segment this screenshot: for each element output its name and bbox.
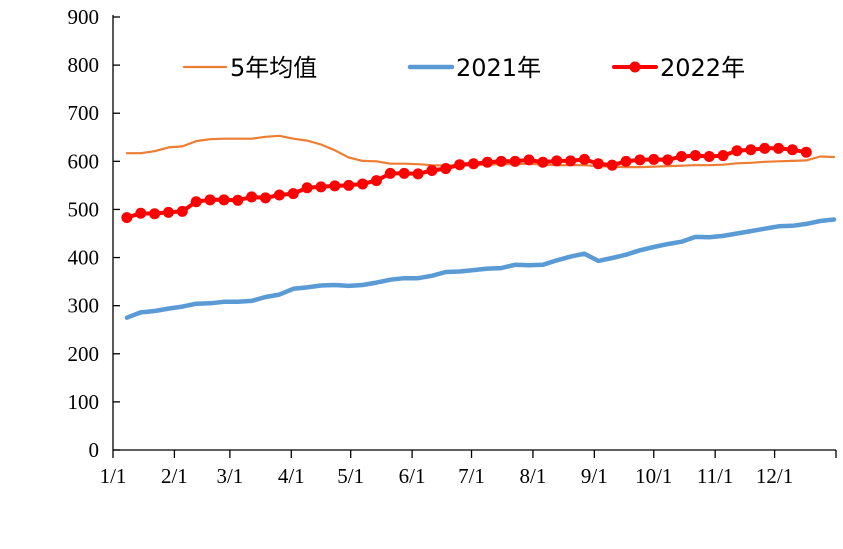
legend: 5年均值 2021年 2022年 bbox=[182, 54, 745, 82]
data-point bbox=[246, 191, 258, 203]
data-point bbox=[523, 154, 535, 166]
data-point bbox=[440, 163, 452, 175]
data-point bbox=[218, 194, 230, 206]
x-tick-label: 8/1 bbox=[520, 464, 547, 488]
data-point bbox=[773, 142, 785, 154]
y-tick-label: 900 bbox=[68, 5, 100, 29]
data-point bbox=[343, 179, 355, 191]
data-point bbox=[426, 164, 438, 176]
y-tick-label: 200 bbox=[68, 342, 100, 366]
data-point bbox=[412, 168, 424, 180]
y-tick-label: 700 bbox=[68, 101, 100, 125]
data-point bbox=[468, 158, 480, 170]
y-tick-label: 600 bbox=[68, 149, 100, 173]
data-point bbox=[606, 159, 618, 171]
x-tick-label: 11/1 bbox=[697, 464, 734, 488]
data-point bbox=[495, 155, 507, 167]
data-point bbox=[370, 175, 382, 187]
data-point bbox=[800, 146, 812, 158]
data-point bbox=[565, 155, 577, 167]
data-point bbox=[745, 144, 757, 156]
data-point bbox=[592, 158, 604, 170]
y-tick-label: 100 bbox=[68, 390, 100, 414]
series-line bbox=[124, 217, 837, 320]
axes: 0 100 200 300 400 500 600 700 800 900 1/1 2/1 3/1 4/1… bbox=[68, 5, 837, 488]
data-point bbox=[398, 167, 410, 179]
series-1 bbox=[124, 217, 837, 320]
x-tick-label: 6/1 bbox=[399, 464, 426, 488]
data-point bbox=[717, 150, 729, 162]
data-point bbox=[204, 194, 216, 206]
legend-item: 5年均值 bbox=[182, 54, 317, 82]
data-point bbox=[662, 154, 674, 166]
legend-label: 5年均值 bbox=[230, 54, 317, 82]
y-tick-label: 0 bbox=[89, 438, 100, 462]
x-tick-label: 1/1 bbox=[100, 464, 127, 488]
data-point bbox=[703, 151, 715, 163]
legend-item: 2022年 bbox=[612, 54, 745, 82]
data-point bbox=[287, 188, 299, 200]
data-point bbox=[301, 182, 313, 194]
y-tick-label: 300 bbox=[68, 294, 100, 318]
data-point bbox=[384, 167, 396, 179]
data-point bbox=[135, 207, 147, 219]
data-point bbox=[578, 153, 590, 165]
data-point bbox=[481, 156, 493, 168]
series-layer bbox=[121, 134, 837, 320]
x-tick-label: 12/1 bbox=[756, 464, 793, 488]
x-tick-label: 7/1 bbox=[458, 464, 485, 488]
data-point bbox=[329, 180, 341, 192]
data-point bbox=[121, 212, 133, 224]
x-tick-label: 3/1 bbox=[216, 464, 243, 488]
data-point bbox=[357, 178, 369, 190]
data-point bbox=[537, 156, 549, 168]
data-point bbox=[675, 151, 687, 163]
data-point bbox=[315, 181, 327, 193]
data-point bbox=[648, 153, 660, 165]
data-point bbox=[620, 155, 632, 167]
x-tick-label: 2/1 bbox=[161, 464, 188, 488]
legend-marker bbox=[629, 61, 641, 73]
y-tick-label: 400 bbox=[68, 246, 100, 270]
data-point bbox=[759, 142, 771, 154]
legend-label: 2022年 bbox=[660, 54, 745, 82]
data-point bbox=[551, 155, 563, 167]
data-point bbox=[260, 192, 272, 204]
x-tick-label: 4/1 bbox=[278, 464, 305, 488]
x-tick-label: 5/1 bbox=[337, 464, 364, 488]
data-point bbox=[786, 144, 798, 156]
data-point bbox=[190, 196, 202, 208]
data-point bbox=[454, 159, 466, 171]
legend-item: 2021年 bbox=[407, 54, 541, 82]
legend-label: 2021年 bbox=[456, 54, 541, 82]
data-point bbox=[634, 154, 646, 166]
x-tick-label: 9/1 bbox=[581, 464, 608, 488]
data-point bbox=[509, 155, 521, 167]
data-point bbox=[273, 189, 285, 201]
y-tick-label: 800 bbox=[68, 53, 100, 77]
data-point bbox=[232, 194, 244, 206]
data-point bbox=[731, 145, 743, 157]
data-point bbox=[689, 150, 701, 162]
data-point bbox=[149, 208, 161, 220]
y-tick-label: 500 bbox=[68, 197, 100, 221]
data-point bbox=[176, 205, 188, 217]
x-tick-label: 10/1 bbox=[635, 464, 672, 488]
data-point bbox=[162, 206, 174, 218]
series-2 bbox=[121, 142, 812, 224]
